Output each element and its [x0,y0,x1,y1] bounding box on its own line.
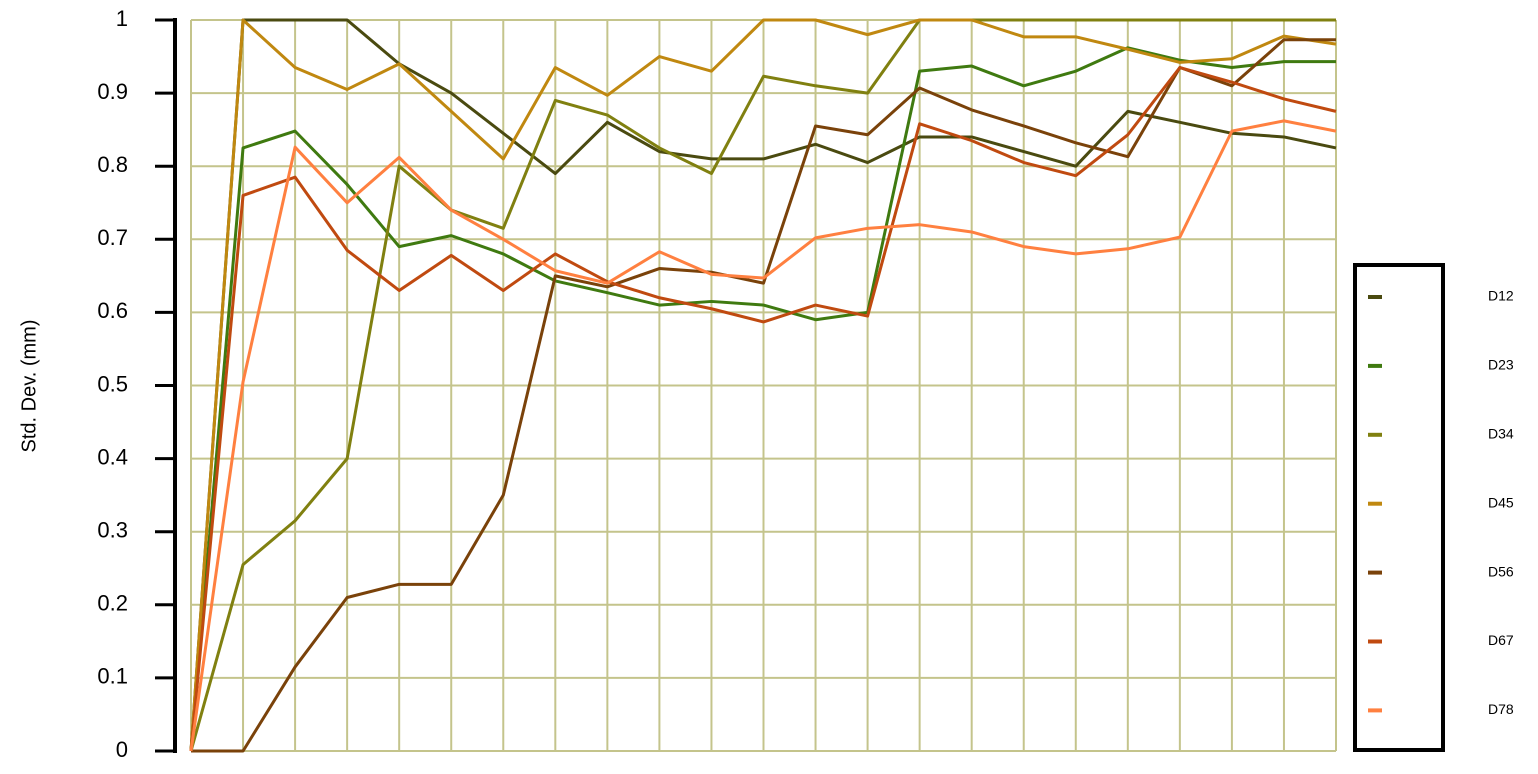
series-line [189,66,1337,752]
series-line [189,18,1337,752]
series-line [189,18,1337,752]
legend-label: D34 [1488,426,1514,442]
series-line [189,46,1336,752]
y-tick-label: 0.4 [97,444,128,469]
y-tick-label: 1 [116,6,128,31]
y-tick-label: 0.9 [97,79,128,104]
y-tick-label: 0.2 [97,591,128,616]
y-tick-label: 0.5 [97,371,128,396]
y-tick-label: 0.7 [97,225,128,250]
series-line [189,119,1337,752]
legend-label: D78 [1488,701,1514,717]
y-tick-label: 0.3 [97,518,128,543]
y-tick-label: 0 [116,737,128,762]
legend-box [1353,263,1445,752]
legend-label: D67 [1488,632,1514,648]
legend-label: D56 [1488,563,1514,579]
y-tick-label: 0.1 [97,664,128,689]
legend-label: D45 [1488,494,1514,510]
legend-label: D12 [1488,288,1514,304]
y-tick-label: 0.8 [97,152,128,177]
series-line [191,38,1336,753]
y-axis-label: Std. Dev. (mm) [18,320,40,453]
y-tick-label: 0.6 [97,298,128,323]
legend-label: D23 [1488,357,1514,373]
series-line [189,18,1336,752]
